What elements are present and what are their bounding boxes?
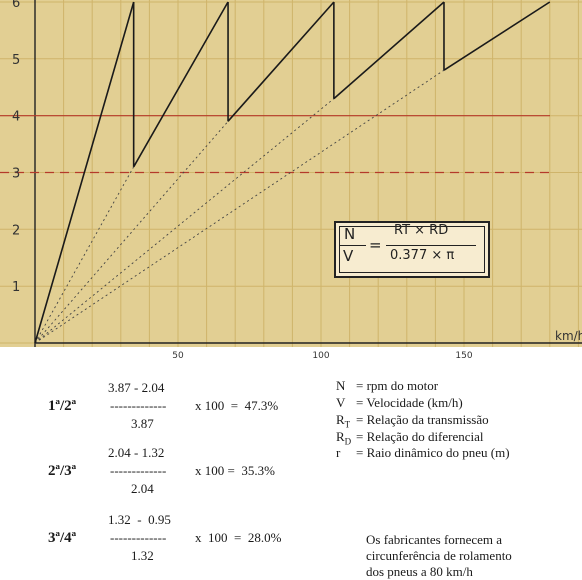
x-tick-label: 50 [172,351,184,361]
calc-3-dash: ------------- [110,530,167,545]
gear-line-4 [333,1,445,100]
calc-2-gear: 2ª/3ª [48,463,77,479]
formula-box: N V = RT × RD 0.377 × π [334,221,490,278]
legend-row-r: r = Raio dinâmico do pneu (m) [336,445,510,463]
gear-line-5 [443,1,551,71]
x-unit-label: km/h [555,329,582,343]
note-line-1: Os fabricantes fornecem a [366,532,503,547]
calc-2-bottom: 2.04 [131,481,154,496]
formula-lhs-bar [340,245,366,246]
formula-equals: = [369,236,382,254]
calc-2-result: x 100 = 35.3% [195,463,275,478]
calc-1-dash: ------------- [110,398,167,413]
legend-text: = Relação do diferencial [356,429,484,444]
gear-line-2 [133,1,229,168]
legend-row-n: N = rpm do motor [336,378,438,396]
dotted-ray-4 [34,69,445,344]
y-tick-label: 2 [12,223,20,238]
calc-1-top: 3.87 - 2.04 [108,380,165,395]
y-tick-label: 5 [12,53,20,68]
calc-3-gear: 3ª/4ª [48,530,77,546]
formula-lhs-numerator: N [344,225,356,243]
calc-1-bottom: 3.87 [131,416,154,431]
ruler-strip [0,347,582,372]
legend-symbol: r [336,445,341,460]
y-tick-label: 3 [12,167,20,182]
gear-ratio-chart: 1 2 3 4 5 6 50 100 150 km/h N V = RT × RD 0.377 ×… [0,0,582,372]
note-line-2: circunferência de rolamento [366,548,512,563]
formula-rhs-bar [386,245,476,246]
calc-2-top: 2.04 - 1.32 [108,445,165,460]
legend-text: = Raio dinâmico do pneu (m) [356,445,510,460]
x-tick-label: 100 [312,351,329,361]
legend-row-rt: RT = Relação da transmissão [336,412,489,430]
calc-3-bottom: 1.32 [131,548,154,563]
chart-svg: 1 2 3 4 5 6 50 100 150 km/h [0,0,582,372]
formula-rhs-numerator: RT × RD [394,223,449,238]
legend-row-rd: RD = Relação do diferencial [336,429,484,447]
calc-2-dash: ------------- [110,463,167,478]
legend-text: = Relação da transmissão [356,412,489,427]
legend-symbol: RD [336,429,352,447]
legend-text: = rpm do motor [356,378,439,393]
dotted-ray-2 [34,121,229,344]
legend-row-v: V = Velocidade (km/h) [336,395,463,413]
note-line-3: dos pneus a 80 km/h [366,564,473,579]
gear-line-3 [227,1,335,122]
gear-line-1 [34,1,135,344]
formula-inner-border [339,226,485,273]
dotted-ray-1 [34,166,135,344]
x-tick-label: 150 [455,351,472,361]
calc-1-gear: 1ª/2ª [48,398,77,414]
legend-symbol: N [336,378,346,393]
y-tick-label: 1 [12,280,20,295]
dotted-ray-3 [34,98,335,344]
formula-lhs-denominator: V [343,247,354,265]
formula-rhs-denominator: 0.377 × π [390,248,455,263]
calc-1-result: x 100 = 47.3% [195,398,279,413]
minor-grid [0,0,582,347]
calc-3-result: x 100 = 28.0% [195,530,282,545]
legend-symbol: RT [336,412,351,430]
legend-symbol: V [336,395,346,410]
y-tick-label: 6 [12,0,20,11]
legend-text: = Velocidade (km/h) [356,395,463,410]
y-tick-label: 4 [12,110,20,125]
calc-3-top: 1.32 - 0.95 [108,512,171,527]
